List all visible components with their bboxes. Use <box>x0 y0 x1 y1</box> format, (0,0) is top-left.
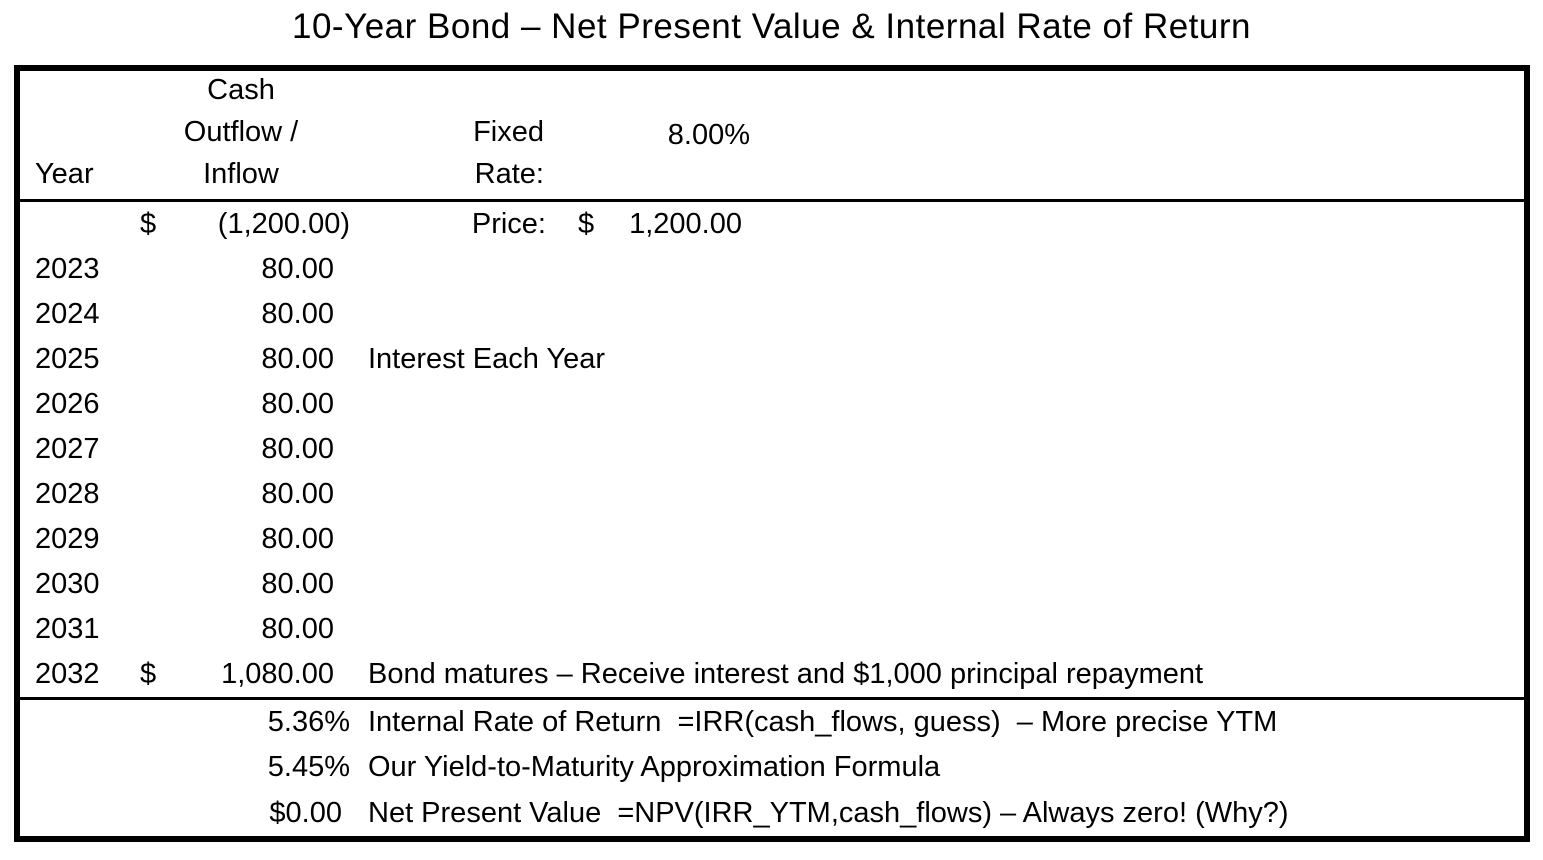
summary-section: 5.36% Internal Rate of Return =IRR(cash_… <box>20 697 1524 836</box>
cash-cell: $1,080.00 <box>126 652 356 697</box>
year-cell <box>20 700 126 745</box>
cashflow-row: 2032 $1,080.00 Bond matures – Receive in… <box>20 652 1524 697</box>
note-cell <box>356 562 1524 607</box>
cash-amount: 80.00 <box>261 433 334 465</box>
page-title: 10-Year Bond – Net Present Value & Inter… <box>291 7 1251 46</box>
year-cell: 2028 <box>35 478 100 510</box>
cash-amount: 80.00 <box>261 613 334 645</box>
header-fixed-rate-label: Fixed Rate: <box>356 71 546 199</box>
cash-cell: 80.00 <box>126 472 356 517</box>
cash-cell: 80.00 <box>126 562 356 607</box>
cashflow-row: 2024 80.00 <box>20 292 1524 337</box>
note-cell: Interest Each Year <box>368 343 605 375</box>
note-cell <box>356 427 1524 472</box>
year-cell <box>20 202 126 247</box>
cashflow-row: 2026 80.00 <box>20 382 1524 427</box>
note-cell <box>356 517 1524 562</box>
summary-row: 5.45% Our Yield-to-Maturity Approximatio… <box>20 745 1524 790</box>
summary-value-cell: $0.00 <box>126 791 356 836</box>
year-cell: 2023 <box>35 253 100 285</box>
summary-value-cell: 5.45% <box>126 745 356 790</box>
cash-amount: 80.00 <box>261 523 334 555</box>
price-amount: 1,200.00 <box>629 208 742 240</box>
cash-cell: 80.00 <box>126 427 356 472</box>
cashflow-row: 2031 80.00 <box>20 607 1524 652</box>
note-cell <box>356 247 1524 292</box>
summary-value: $0.00 <box>269 796 342 829</box>
year-cell: 2029 <box>35 523 100 555</box>
cash-amount: 80.00 <box>261 568 334 600</box>
note-cell <box>356 607 1524 652</box>
year-cell: 2031 <box>35 613 100 645</box>
cashflow-row: 2028 80.00 <box>20 472 1524 517</box>
year-cell <box>20 791 126 836</box>
summary-row: $0.00 Net Present Value =NPV(IRR_YTM,cas… <box>20 791 1524 836</box>
summary-row: 5.36% Internal Rate of Return =IRR(cash_… <box>20 700 1524 745</box>
year-cell: 2026 <box>35 388 100 420</box>
cash-amount: 80.00 <box>261 388 334 420</box>
header-spacer <box>752 71 1524 199</box>
cashflow-row: 2027 80.00 <box>20 427 1524 472</box>
cash-cell: 80.00 <box>126 382 356 427</box>
summary-value: 5.36% <box>267 706 350 738</box>
year-cell: 2027 <box>35 433 100 465</box>
cash-amount: (1,200.00) <box>217 208 350 240</box>
note-cell: Bond matures – Receive interest and $1,0… <box>368 658 1204 690</box>
note-cell <box>356 382 1524 427</box>
cash-cell: $ (1,200.00) <box>126 202 356 247</box>
summary-value: 5.45% <box>267 751 350 784</box>
year-cell: 2032 <box>35 658 100 690</box>
year-cell: 2024 <box>35 298 100 330</box>
cashflow-rows: 2023 80.00 2024 80.00 2025 80.00 Interes… <box>20 247 1524 697</box>
cashflow-row: 2029 80.00 <box>20 517 1524 562</box>
cashflow-row: 2025 80.00 Interest Each Year <box>20 337 1524 382</box>
summary-value-cell: 5.36% <box>126 700 356 745</box>
header-fixed-rate-value: 8.00% <box>667 118 750 151</box>
currency-symbol: $ <box>140 208 157 240</box>
cash-amount: 1,080.00 <box>221 658 334 690</box>
cash-cell: 80.00 <box>126 292 356 337</box>
cash-amount: 80.00 <box>261 343 334 375</box>
note-cell <box>752 202 1524 247</box>
price-label: Price: <box>471 208 546 240</box>
cash-amount: 80.00 <box>261 478 334 510</box>
cashflow-row: 2030 80.00 <box>20 562 1524 607</box>
cash-cell: 80.00 <box>126 517 356 562</box>
summary-note: Our Yield-to-Maturity Approximation Form… <box>368 751 941 784</box>
table-header-row: Year Cash Outflow / Inflow Fixed Rate: 8… <box>20 71 1524 202</box>
year-cell: 2025 <box>35 343 100 375</box>
header-fixed-rate-label-text: Fixed Rate: <box>473 116 544 190</box>
cash-amount: 80.00 <box>261 253 334 285</box>
header-cash-label: Cash Outflow / Inflow <box>126 71 356 199</box>
cash-cell: 80.00 <box>126 607 356 652</box>
summary-note: Internal Rate of Return =IRR(cash_flows,… <box>368 706 1278 738</box>
bond-table: Year Cash Outflow / Inflow Fixed Rate: 8… <box>14 65 1530 842</box>
summary-note: Net Present Value =NPV(IRR_YTM,cash_flow… <box>368 796 1289 829</box>
currency-symbol: $ <box>140 658 157 690</box>
year-cell: 2030 <box>35 568 100 600</box>
year-cell <box>20 745 126 790</box>
price-currency-symbol: $ <box>578 208 595 240</box>
price-value: $1,200.00 <box>546 202 752 247</box>
cash-cell: 80.00 <box>126 337 356 382</box>
price-row: $ (1,200.00) Price: $1,200.00 <box>20 202 1524 247</box>
header-cash-label-text: Cash Outflow / Inflow <box>183 74 299 190</box>
header-year-label: Year <box>35 158 94 190</box>
note-cell <box>356 292 1524 337</box>
cash-cell: 80.00 <box>126 247 356 292</box>
cashflow-row: 2023 80.00 <box>20 247 1524 292</box>
cash-amount: 80.00 <box>261 298 334 330</box>
note-cell <box>356 472 1524 517</box>
